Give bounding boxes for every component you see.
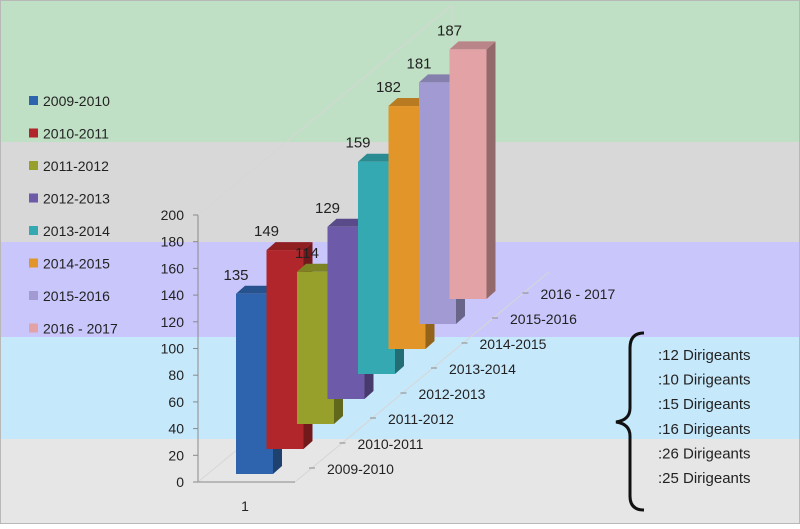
- legend-item: 2012-2013: [29, 191, 110, 207]
- legend-swatch: [29, 323, 38, 333]
- legend-swatch: [29, 258, 38, 268]
- legend-item: 2011-2012: [29, 158, 109, 174]
- depth-tick-label: 2015-2016: [510, 311, 577, 327]
- legend-swatch: [29, 128, 38, 138]
- depth-tick-label: 2009-2010: [327, 461, 394, 477]
- legend-label: 2014-2015: [43, 256, 110, 272]
- depth-tick-label: 2010-2011: [358, 436, 424, 452]
- data-label: 114: [295, 245, 319, 262]
- depth-tick-label: 2014-2015: [480, 336, 547, 352]
- legend-swatch: [29, 161, 38, 170]
- data-label: 187: [437, 22, 462, 39]
- bar-front: [449, 49, 487, 300]
- bar-top: [266, 242, 313, 251]
- y-tick-label: 80: [168, 367, 184, 383]
- y-tick-label: 40: [168, 421, 184, 437]
- data-label: 182: [376, 79, 401, 96]
- x-category-label: 1: [241, 498, 249, 514]
- dirigeants-annotation: :12 Dirigeants :10 Dirigeants :15 Dirigean…: [615, 331, 751, 512]
- wall-edge: [197, 4, 453, 216]
- y-axis: 0 20 40 60 80 100 120 140 160 180 200 1: [161, 207, 249, 514]
- legend-label: 2016 - 2017: [43, 321, 118, 337]
- annotation-line: :16 Dirigeants: [658, 421, 751, 438]
- bar-side: [486, 41, 496, 299]
- legend-item: 2014-2015: [29, 256, 110, 272]
- legend-label: 2012-2013: [43, 191, 110, 207]
- legend-item: 2009-2010: [29, 93, 110, 109]
- legend-item: 2016 - 2017: [29, 321, 118, 337]
- annotation-line: :26 Dirigeants: [658, 445, 751, 462]
- bar-top: [449, 41, 496, 50]
- y-tick-label: 60: [168, 394, 184, 410]
- background-band: [0, 439, 800, 524]
- y-tick-label: 200: [161, 207, 185, 223]
- legend-swatch: [29, 96, 38, 105]
- y-tick-label: 100: [161, 341, 185, 357]
- depth-axis: 2009-2010 2010-2011 2011-2012 2012-2013 2013…: [309, 286, 615, 477]
- legend-label: 2013-2014: [43, 223, 110, 239]
- bars: [236, 41, 496, 474]
- depth-tick-label: 2011-2012: [388, 411, 454, 427]
- data-labels: 135 149 114 129 159 182 181 187: [223, 22, 462, 283]
- data-label: 135: [223, 267, 248, 284]
- y-tick-label: 120: [161, 314, 185, 330]
- annotation-line: :25 Dirigeants: [658, 470, 751, 487]
- legend: 2009-2010 2010-2011 2011-2012 2012-2013 2013…: [29, 93, 118, 337]
- y-tick-label: 160: [161, 260, 185, 276]
- bar-2016 - 2017: [449, 41, 496, 300]
- legend-label: 2011-2012: [43, 158, 109, 174]
- depth-tick-label: 2013-2014: [449, 361, 516, 377]
- annotation-line: :12 Dirigeants: [658, 347, 751, 364]
- data-label: 159: [345, 135, 370, 152]
- y-tick-label: 180: [161, 234, 185, 250]
- depth-tick-label: 2016 - 2017: [541, 286, 616, 302]
- floor-edge: [294, 271, 550, 483]
- legend-item: 2015-2016: [29, 288, 110, 304]
- data-label: 149: [254, 223, 279, 240]
- annotation-line: :15 Dirigeants: [658, 396, 751, 413]
- y-tick-label: 20: [168, 447, 184, 463]
- y-tick-label: 0: [176, 474, 184, 490]
- curly-brace: [615, 331, 645, 512]
- legend-swatch: [29, 291, 38, 300]
- data-label: 129: [315, 200, 340, 217]
- legend-label: 2010-2011: [43, 126, 109, 142]
- y-tick-label: 140: [161, 287, 185, 303]
- legend-item: 2010-2011: [29, 126, 109, 142]
- data-label: 181: [406, 55, 431, 72]
- legend-label: 2015-2016: [43, 288, 110, 304]
- depth-tick-label: 2012-2013: [419, 386, 486, 402]
- legend-swatch: [29, 193, 38, 203]
- legend-item: 2013-2014: [29, 223, 110, 239]
- legend-label: 2009-2010: [43, 93, 110, 109]
- annotation-line: :10 Dirigeants: [658, 372, 751, 389]
- legend-swatch: [29, 226, 38, 235]
